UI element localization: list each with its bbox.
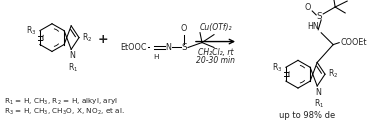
Text: N: N xyxy=(315,88,321,97)
Text: R$_3$ = H, CH$_3$, CH$_3$O, X, NO$_2$, et al.: R$_3$ = H, CH$_3$, CH$_3$O, X, NO$_2$, e… xyxy=(4,107,125,117)
Text: CH₂Cl₂, rt: CH₂Cl₂, rt xyxy=(198,48,233,57)
Text: R$_2$: R$_2$ xyxy=(328,68,338,80)
Text: S: S xyxy=(181,43,187,52)
Text: R$_3$: R$_3$ xyxy=(273,61,283,74)
Text: up to 98% de: up to 98% de xyxy=(279,111,335,120)
Text: O: O xyxy=(305,3,311,11)
Text: Cu(OTf)₂: Cu(OTf)₂ xyxy=(199,23,232,32)
Text: R$_1$ = H, CH$_3$, R$_2$ = H, alkyl, aryl: R$_1$ = H, CH$_3$, R$_2$ = H, alkyl, ary… xyxy=(4,97,118,107)
Text: EtOOC: EtOOC xyxy=(120,43,147,52)
Text: R$_1$: R$_1$ xyxy=(314,98,324,110)
Text: O: O xyxy=(181,24,187,33)
Text: R$_1$: R$_1$ xyxy=(68,61,78,74)
Text: N: N xyxy=(165,43,171,52)
Text: N: N xyxy=(69,51,75,60)
Text: R$_2$: R$_2$ xyxy=(82,31,92,44)
Text: 20-30 min: 20-30 min xyxy=(196,56,235,65)
Text: +: + xyxy=(98,33,108,46)
Text: COOEt: COOEt xyxy=(340,38,367,47)
Text: S: S xyxy=(316,12,322,21)
Text: H: H xyxy=(153,54,159,60)
Text: R$_3$: R$_3$ xyxy=(26,24,37,37)
Text: HN: HN xyxy=(307,22,319,31)
